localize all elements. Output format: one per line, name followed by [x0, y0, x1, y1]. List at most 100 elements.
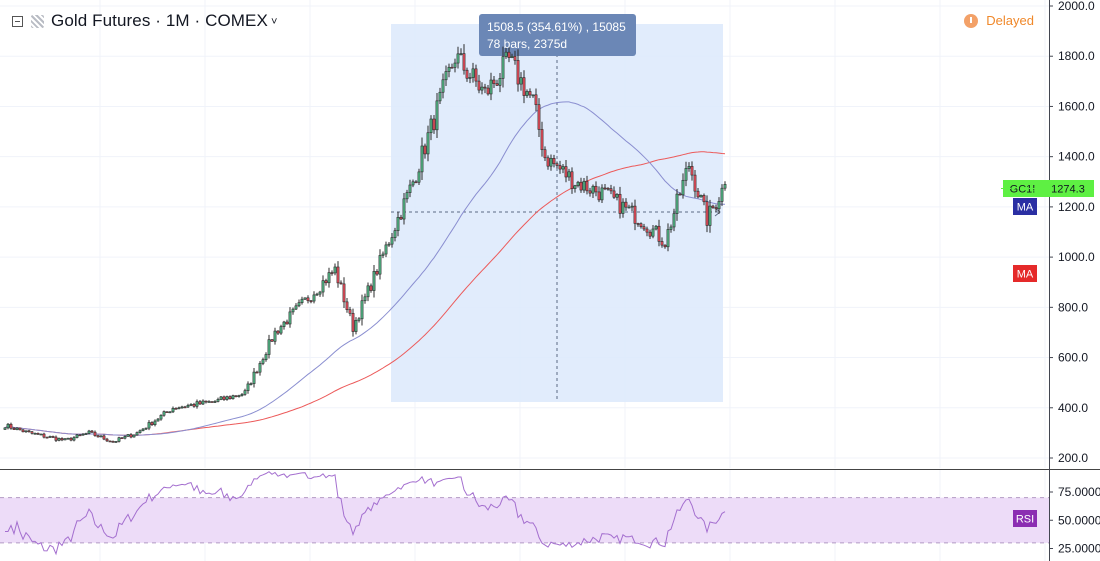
candle-body — [138, 430, 142, 433]
ma-fast-tag-text: MA — [1017, 202, 1034, 214]
candle-body — [564, 166, 568, 178]
candle-body — [348, 309, 352, 314]
candle-body — [228, 396, 232, 400]
rsi-tag-text: RSI — [1016, 514, 1034, 526]
candle-body — [429, 118, 433, 134]
chevron-down-icon[interactable]: ˅ — [270, 16, 278, 28]
candle-body — [714, 207, 718, 210]
delayed-badge[interactable]: Delayed — [964, 13, 1034, 28]
candle-body — [78, 434, 82, 437]
candle-body — [666, 229, 670, 248]
candle-body — [654, 225, 658, 230]
ma-fast-line — [4, 101, 725, 436]
candle-body — [48, 436, 52, 438]
candle-body — [114, 441, 118, 443]
candle-body — [585, 180, 589, 192]
candles — [3, 44, 727, 443]
candle-body — [576, 181, 580, 187]
candle-body — [558, 165, 562, 170]
candle-body — [12, 427, 16, 430]
candle-body — [393, 230, 397, 238]
candle-body — [435, 100, 439, 131]
candle-body — [135, 432, 139, 436]
candle-body — [645, 228, 649, 233]
candle-body — [687, 166, 691, 169]
candle-body — [582, 180, 586, 191]
candle-body — [237, 395, 241, 397]
candle-body — [672, 213, 676, 228]
candle-body — [705, 201, 709, 226]
candle-body — [711, 205, 715, 208]
candle-body — [639, 223, 643, 228]
candle-body — [102, 435, 106, 440]
candle-body — [519, 77, 523, 85]
candle-body — [369, 285, 373, 291]
measure-label-line2: 78 bars, 2375d — [487, 37, 567, 51]
candle-body — [588, 190, 592, 194]
candle-body — [594, 185, 598, 193]
candle-body — [537, 104, 541, 130]
candle-body — [384, 244, 388, 255]
candle-body — [450, 66, 454, 69]
candle-body — [696, 190, 700, 198]
candle-body — [117, 437, 121, 442]
candle-body — [258, 363, 262, 373]
candle-body — [312, 294, 316, 302]
candle-body — [282, 321, 286, 327]
candle-body — [216, 399, 220, 402]
candle-body — [615, 193, 619, 198]
candle-body — [510, 56, 514, 58]
price-tick-label: 1800.0 — [1058, 49, 1095, 63]
candle-body — [57, 438, 61, 441]
candle-body — [99, 435, 103, 438]
candle-body — [426, 132, 430, 155]
candle-body — [648, 231, 652, 237]
candle-body — [432, 118, 436, 131]
candle-body — [342, 283, 346, 303]
candle-body — [189, 404, 193, 406]
candle-body — [294, 305, 298, 310]
candle-body — [495, 83, 499, 86]
ma-slow-tag: MA — [1013, 265, 1037, 282]
rsi-tick-label: 50.0000 — [1058, 513, 1100, 527]
candle-body — [522, 77, 526, 96]
candle-body — [309, 300, 313, 303]
rsi-tag-bg — [1013, 510, 1037, 527]
candle-body — [192, 404, 196, 407]
candle-body — [474, 68, 478, 82]
legend-header: Gold Futures · 1M · COMEX ˅ — [10, 9, 277, 33]
candle-body — [324, 280, 328, 284]
candle-body — [204, 400, 208, 403]
candle-body — [363, 296, 367, 302]
candle-body — [321, 280, 325, 293]
candle-body — [678, 193, 682, 196]
candle-body — [183, 406, 187, 409]
candle-body — [231, 395, 235, 400]
candle-body — [675, 193, 679, 214]
candle-body — [642, 226, 646, 230]
candle-body — [234, 395, 238, 397]
price-tick-label: 1400.0 — [1058, 150, 1095, 164]
candle-body — [534, 94, 538, 106]
candle-body — [423, 145, 427, 155]
rsi-tick-label: 75.0000 — [1058, 485, 1100, 499]
candle-body — [684, 168, 688, 181]
candle-body — [492, 79, 496, 84]
rsi-line — [5, 471, 726, 556]
candle-body — [186, 405, 190, 408]
symbol-title[interactable]: Gold Futures · 1M · COMEX — [51, 11, 268, 30]
candle-body — [285, 321, 289, 325]
candle-body — [693, 174, 697, 192]
candle-body — [132, 434, 136, 438]
collapse-icon[interactable] — [12, 15, 23, 27]
candle-body — [213, 401, 217, 403]
candle-body — [387, 243, 391, 246]
candle-body — [156, 418, 160, 422]
candle-body — [609, 188, 613, 192]
last-price-tag-text: 1274.3 — [1051, 184, 1085, 196]
candle-body — [3, 427, 7, 430]
candle-body — [471, 68, 475, 78]
candle-body — [264, 354, 268, 361]
candle-body — [600, 187, 604, 201]
